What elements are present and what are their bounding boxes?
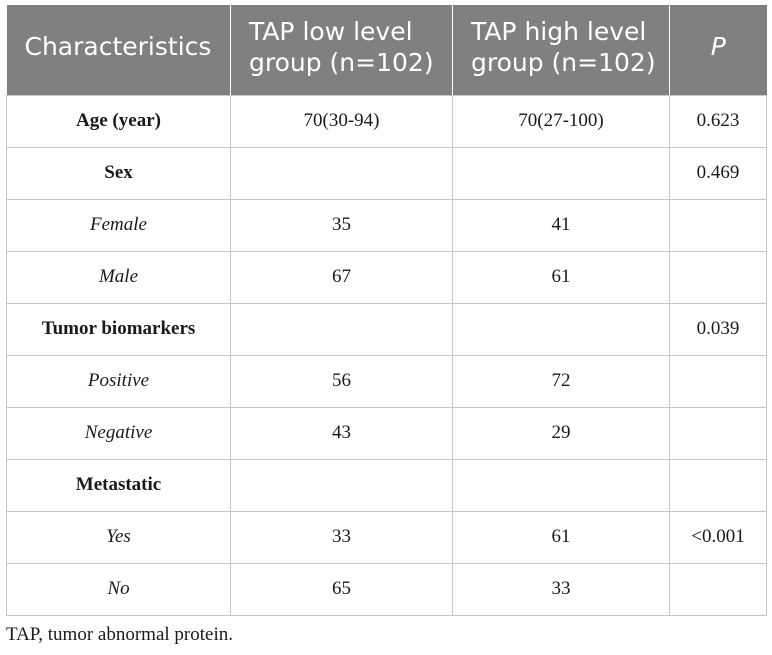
- low-group-value: 56: [230, 354, 453, 408]
- low-group-value: 33: [230, 510, 453, 564]
- high-group-value: 70(27-100): [452, 94, 670, 148]
- p-value: [669, 250, 767, 304]
- high-group-value: 72: [452, 354, 670, 408]
- table-row: Tumor biomarkers 0.039: [6, 302, 767, 356]
- low-group-value: 35: [230, 198, 453, 252]
- low-group-value: 67: [230, 250, 453, 304]
- high-group-value: 29: [452, 406, 670, 460]
- table-row: Metastatic: [6, 458, 767, 512]
- table-row: No 65 33: [6, 562, 767, 616]
- p-value: 0.039: [669, 302, 767, 356]
- high-group-value: [452, 146, 670, 200]
- low-group-value: [230, 146, 453, 200]
- table-header: Characteristics TAP low level group (n=1…: [6, 5, 767, 95]
- table-row: Male 67 61: [6, 250, 767, 304]
- low-group-value: [230, 458, 453, 512]
- p-value: [669, 562, 767, 616]
- high-group-value: 41: [452, 198, 670, 252]
- p-value: [669, 198, 767, 252]
- row-label: Yes: [6, 510, 231, 564]
- header-row: Characteristics TAP low level group (n=1…: [6, 5, 767, 95]
- low-group-value: 65: [230, 562, 453, 616]
- row-label: Metastatic: [6, 458, 231, 512]
- row-label: Male: [6, 250, 231, 304]
- p-value: 0.623: [669, 94, 767, 148]
- row-label: Positive: [6, 354, 231, 408]
- low-group-value: 43: [230, 406, 453, 460]
- high-group-value: 33: [452, 562, 670, 616]
- header-tap-high-group: TAP high level group (n=102): [452, 5, 670, 95]
- table-row: Positive 56 72: [6, 354, 767, 408]
- table-body: Age (year) 70(30-94) 70(27-100) 0.623 Se…: [6, 94, 767, 616]
- row-label: No: [6, 562, 231, 616]
- header-characteristics: Characteristics: [6, 5, 231, 95]
- row-label: Tumor biomarkers: [6, 302, 231, 356]
- high-group-value: 61: [452, 250, 670, 304]
- table-row: Sex 0.469: [6, 146, 767, 200]
- table-row: Female 35 41: [6, 198, 767, 252]
- table-footnote: TAP, tumor abnormal protein.: [6, 624, 233, 645]
- row-label: Negative: [6, 406, 231, 460]
- table-row: Yes 33 61 <0.001: [6, 510, 767, 564]
- characteristics-table: Characteristics TAP low level group (n=1…: [6, 5, 767, 616]
- table-row: Age (year) 70(30-94) 70(27-100) 0.623: [6, 94, 767, 148]
- table-row: Negative 43 29: [6, 406, 767, 460]
- p-value: 0.469: [669, 146, 767, 200]
- high-group-value: [452, 302, 670, 356]
- low-group-value: 70(30-94): [230, 94, 453, 148]
- p-value: [669, 458, 767, 512]
- high-group-value: [452, 458, 670, 512]
- row-label: Female: [6, 198, 231, 252]
- header-tap-low-group: TAP low level group (n=102): [230, 5, 453, 95]
- p-value: <0.001: [669, 510, 767, 564]
- p-value: [669, 354, 767, 408]
- low-group-value: [230, 302, 453, 356]
- high-group-value: 61: [452, 510, 670, 564]
- p-value: [669, 406, 767, 460]
- row-label: Age (year): [6, 94, 231, 148]
- row-label: Sex: [6, 146, 231, 200]
- header-p-value: P: [669, 5, 767, 95]
